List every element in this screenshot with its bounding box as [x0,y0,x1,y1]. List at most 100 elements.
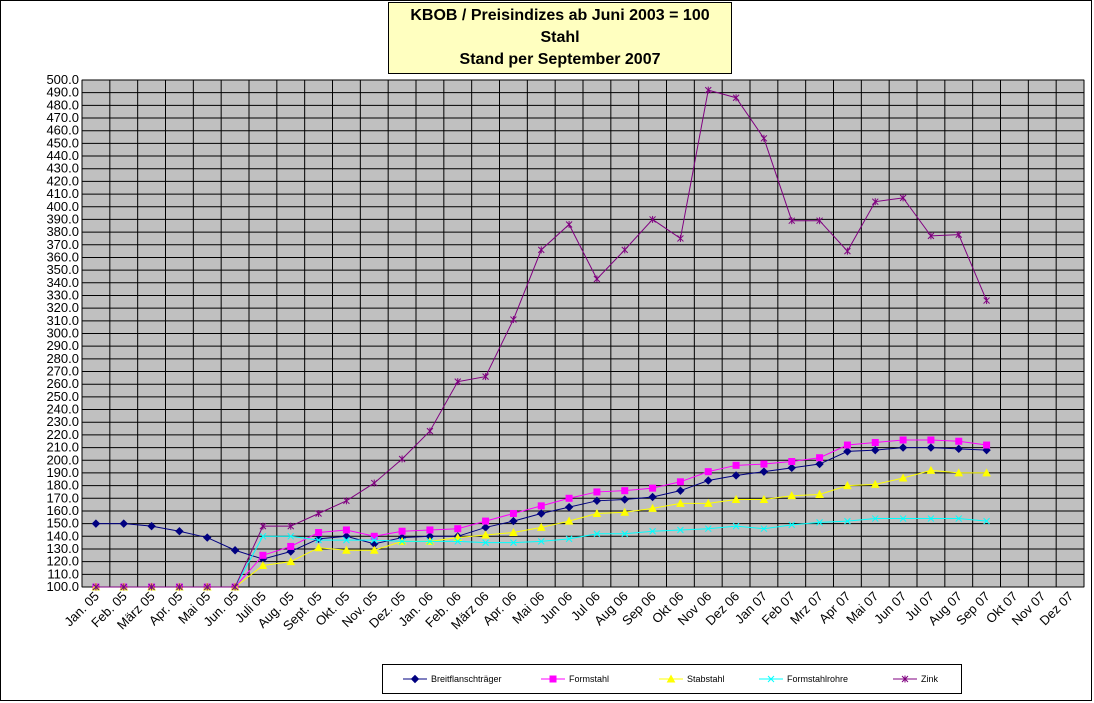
legend-label: Breitflanschträger [431,674,502,684]
data-point [760,460,768,468]
data-point [816,217,823,225]
y-tick-label: 450.0 [46,135,79,150]
data-point [955,515,963,522]
chart-title-line1: KBOB / Preisindizes ab Juni 2003 = 100 [410,7,710,24]
data-point [676,486,685,495]
data-point-stroke [565,535,573,543]
data-point [677,234,684,242]
data-point [510,539,517,546]
data-point [870,479,880,488]
legend: Breitflanschträger Formstahl Stabstahl Form… [382,664,962,694]
data-point [649,484,657,492]
data-point [593,530,601,538]
data-point-stroke [649,527,656,535]
data-point [621,246,629,254]
data-point [843,447,852,456]
data-point [676,498,685,507]
data-point [731,471,741,480]
y-tick-label: 300.0 [46,326,79,341]
data-point [343,497,350,505]
data-point [287,522,295,530]
data-point [203,533,212,542]
data-point [816,519,823,526]
data-point [147,521,156,531]
data-point [593,488,601,496]
data-point [258,560,268,569]
data-point-stroke [370,536,378,544]
data-point-stroke [927,515,935,522]
y-tick-label: 290.0 [46,338,79,353]
data-point-stroke [704,525,712,533]
data-point [620,507,630,516]
data-point [398,527,406,535]
data-point [788,458,796,466]
y-tick-label: 180.0 [46,478,79,493]
y-tick-label: 160.0 [46,503,79,518]
data-point [259,551,267,559]
data-point [767,675,775,683]
data-point [732,461,740,469]
data-point [398,538,406,545]
data-point [482,517,490,525]
y-tick-label: 230.0 [46,414,79,429]
legend-label: Stabstahl [687,674,725,684]
data-point [871,439,879,447]
legend-item: Breitflanschträger [403,674,502,684]
data-point [731,494,741,504]
data-point [286,557,296,566]
data-point [369,545,379,554]
data-point [787,491,797,500]
data-point [926,465,936,474]
data-point [844,247,851,255]
data-point [91,519,101,528]
legend-item: Formstahlrohre [759,674,848,684]
data-point-stroke [732,522,740,530]
y-tick-label: 140.0 [46,528,79,543]
legend-label: Formstahlrohre [787,674,848,684]
legend-entries: Breitflanschträger Formstahl Stabstahl Form… [403,674,939,684]
chart-title-line2: Stahl [540,29,580,46]
data-point [259,532,267,540]
data-point [426,538,434,545]
data-point [454,538,462,545]
legend-label: Zink [921,674,939,684]
y-tick-label: 480.0 [46,97,79,112]
data-point [926,443,936,452]
data-point-stroke [871,515,879,522]
y-tick-label: 460.0 [46,123,79,138]
data-point [287,542,295,550]
data-point [175,527,184,536]
data-point [315,536,322,544]
y-tick-label: 100.0 [46,579,79,594]
data-point [703,498,713,507]
data-point [899,194,907,202]
data-point [648,503,657,512]
y-tick-label: 150.0 [46,516,79,531]
y-tick-label: 330.0 [46,287,79,302]
chart-title-box: KBOB / Preisindizes ab Juni 2003 = 100 S… [388,2,732,74]
data-point [788,217,796,225]
data-point [343,536,350,544]
data-point [955,437,963,445]
y-tick-label: 490.0 [46,85,79,100]
data-point [536,522,546,531]
data-point [119,519,128,528]
y-tick-label: 390.0 [46,211,79,226]
data-point [898,443,908,452]
data-point [815,459,824,469]
data-point [787,463,796,473]
data-point [549,675,557,683]
data-point [704,525,712,533]
legend-item: Stabstahl [659,674,725,684]
data-point-stroke [593,530,601,538]
y-tick-label: 190.0 [46,465,79,480]
y-tick-label: 410.0 [46,186,79,201]
data-point [676,478,684,486]
data-point [871,445,880,455]
y-tick-label: 400.0 [46,199,79,214]
data-point [593,275,601,283]
data-point-stroke [315,536,322,544]
legend-label: Formstahl [569,674,609,684]
y-tick-label: 280.0 [46,351,79,366]
